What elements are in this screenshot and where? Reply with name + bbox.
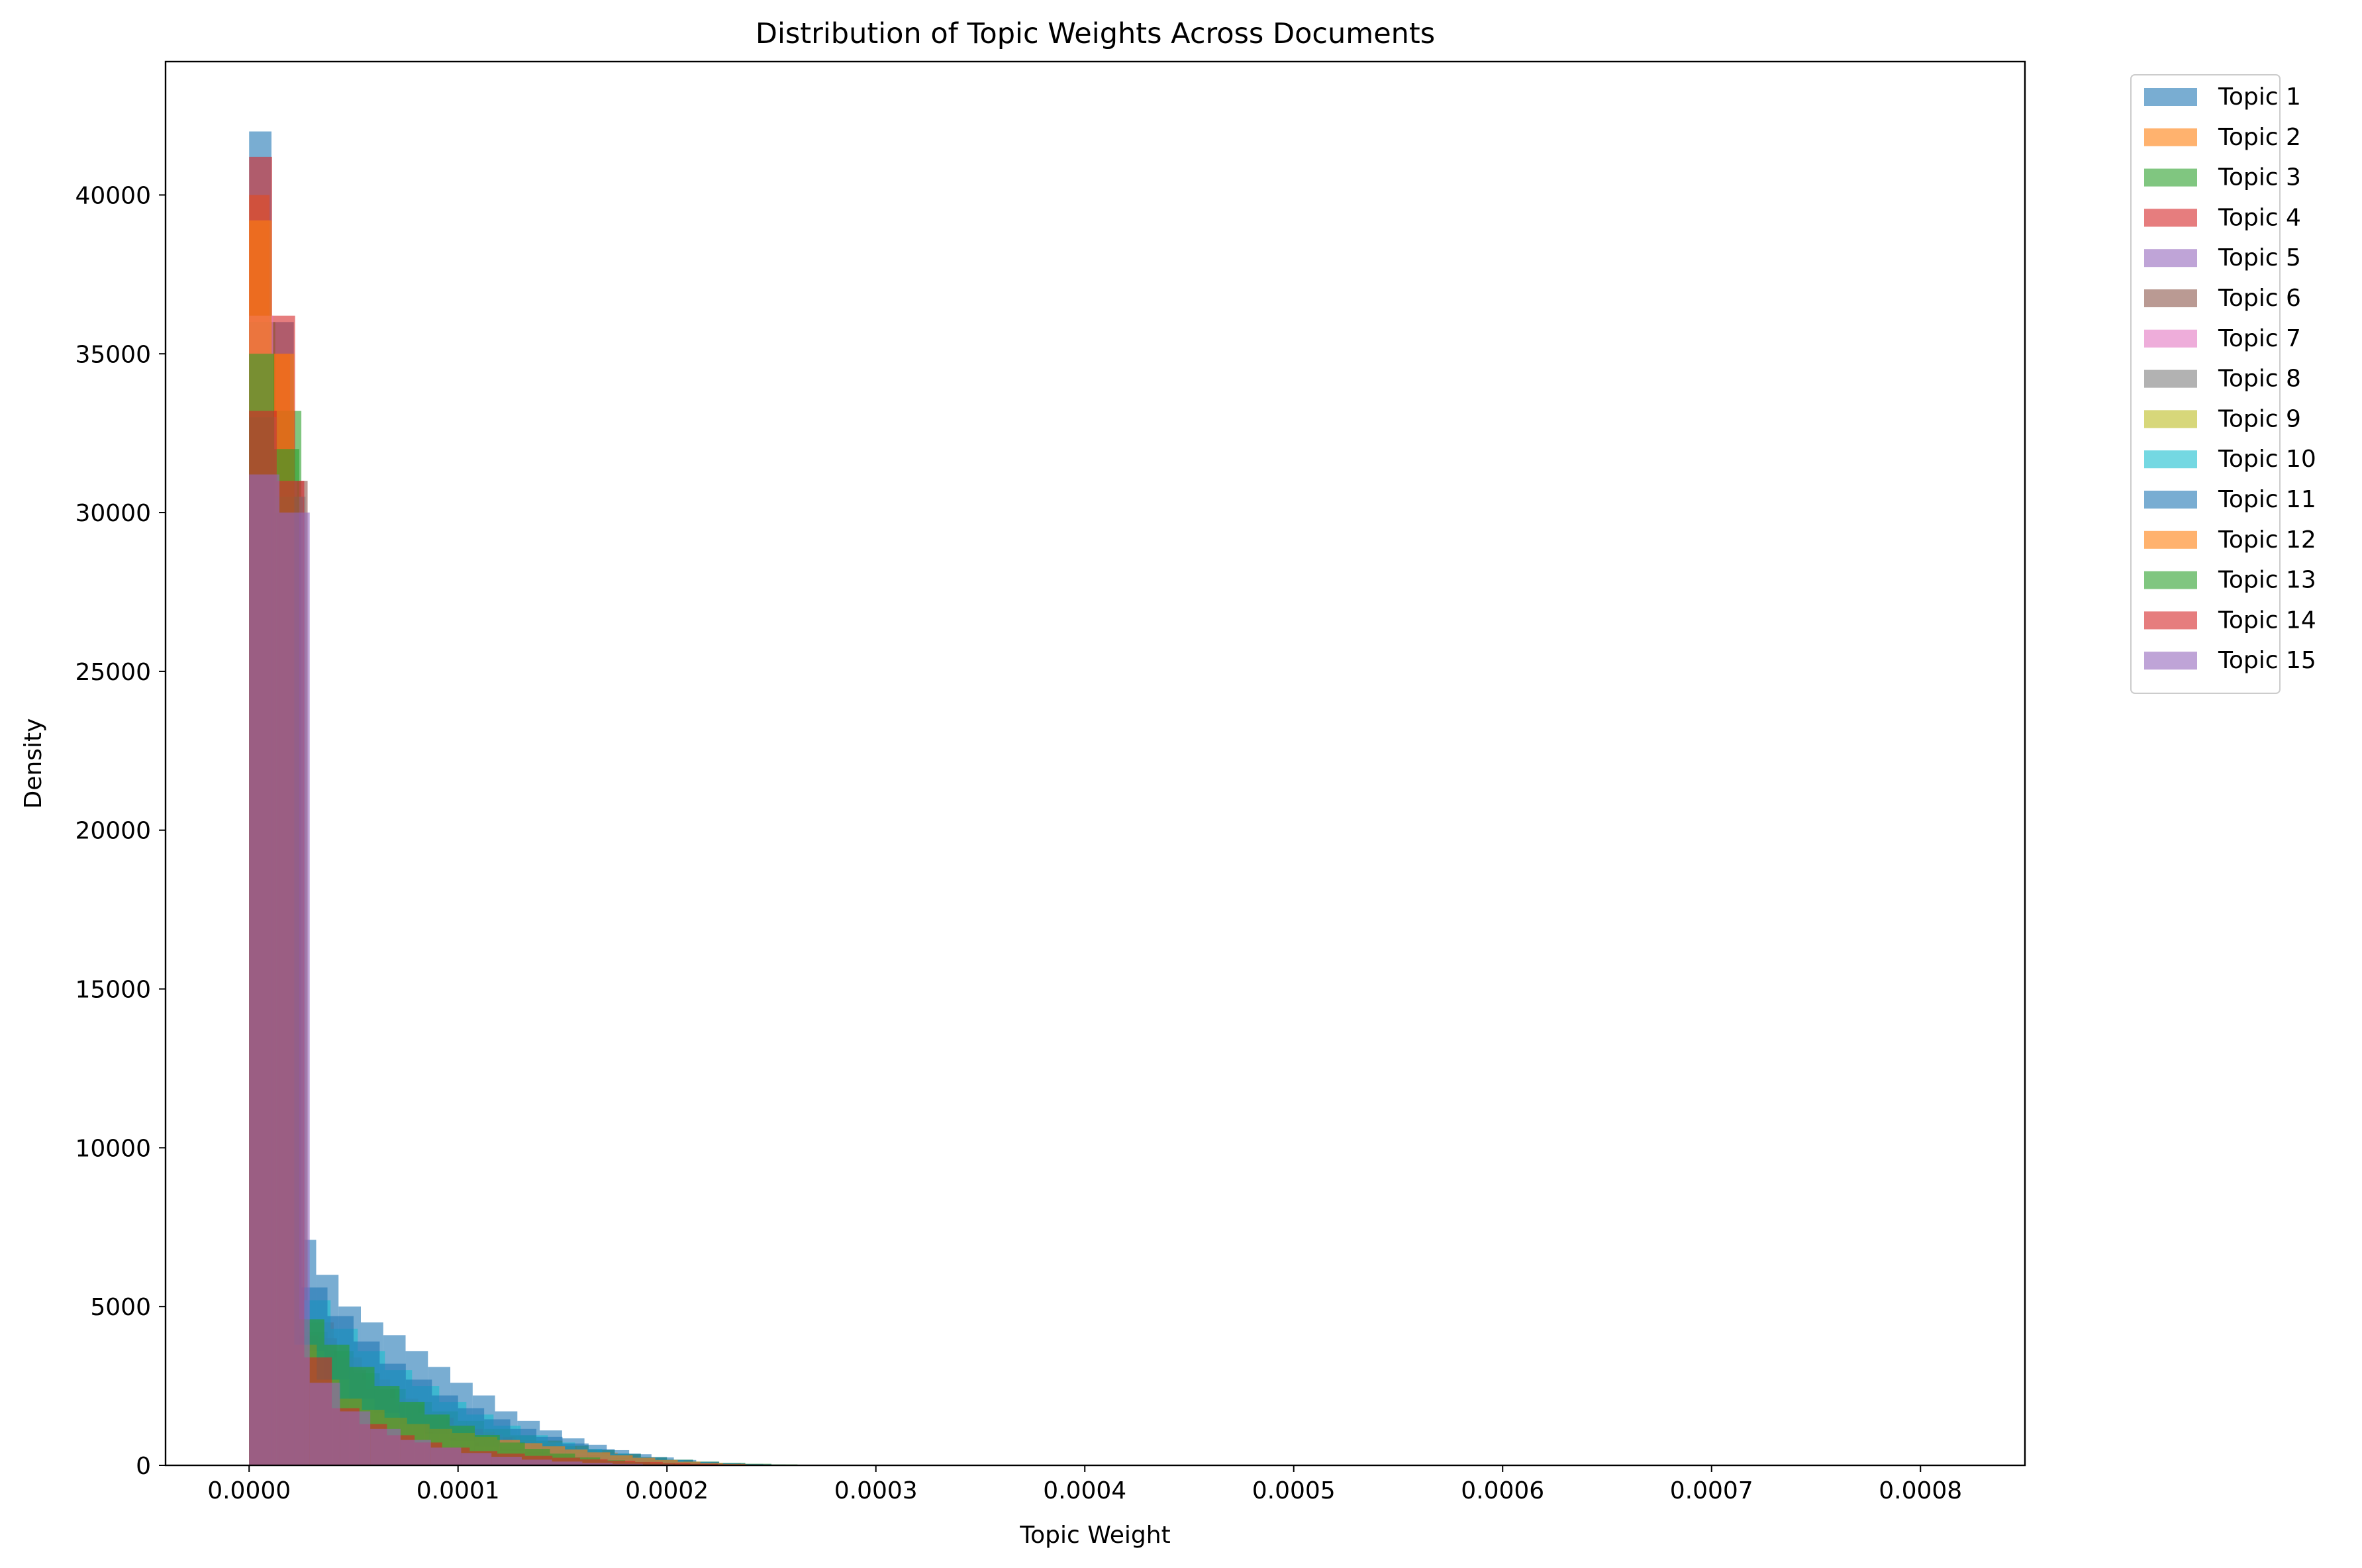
histogram-bar xyxy=(582,1463,613,1465)
legend-swatch xyxy=(2144,491,2197,509)
legend-label: Topic 2 xyxy=(2218,124,2301,151)
y-tick-label: 40000 xyxy=(75,182,151,209)
x-tick-label: 0.0004 xyxy=(1043,1477,1126,1504)
legend-label: Topic 14 xyxy=(2218,607,2316,634)
x-tick-label: 0.0006 xyxy=(1461,1477,1544,1504)
legend-swatch xyxy=(2144,88,2197,106)
legend-label: Topic 8 xyxy=(2218,366,2301,393)
legend-label: Topic 11 xyxy=(2218,486,2316,513)
legend: Topic 1 Topic 2 Topic 3 Topic 4 Topic 5 Topic… xyxy=(2130,74,2316,694)
y-tick-label: 30000 xyxy=(75,500,151,527)
legend-label: Topic 9 xyxy=(2218,405,2301,432)
y-tick-label: 25000 xyxy=(75,659,151,686)
legend-swatch xyxy=(2144,410,2197,428)
y-tick-label: 20000 xyxy=(75,818,151,845)
x-tick-label: 0.0007 xyxy=(1670,1477,1753,1504)
histogram-bars xyxy=(249,131,903,1466)
histogram-bar xyxy=(340,1411,371,1465)
legend-swatch xyxy=(2144,289,2197,307)
histogram-bar xyxy=(430,1447,462,1465)
x-tick-label: 0.0002 xyxy=(625,1477,709,1504)
x-tick-label: 0.0001 xyxy=(417,1477,500,1504)
x-tick-label: 0.0000 xyxy=(207,1477,291,1504)
legend-swatch xyxy=(2144,329,2197,348)
legend-swatch xyxy=(2144,450,2197,469)
histogram-bar xyxy=(491,1457,522,1465)
legend-swatch xyxy=(2144,128,2197,146)
histogram-bar xyxy=(632,1457,656,1465)
y-axis-title: Density xyxy=(20,718,47,809)
legend-swatch xyxy=(2144,571,2197,589)
x-tick-label: 0.0003 xyxy=(834,1477,918,1504)
histogram-bar xyxy=(552,1461,583,1465)
legend-swatch xyxy=(2144,168,2197,187)
y-tick-label: 35000 xyxy=(75,341,151,368)
legend-swatch xyxy=(2144,369,2197,388)
histogram-bar xyxy=(662,1463,691,1465)
histogram-bar xyxy=(309,1383,340,1465)
y-tick-label: 5000 xyxy=(90,1294,151,1321)
histogram-bar xyxy=(607,1461,636,1465)
plot-area-frame xyxy=(164,60,2026,1467)
legend-swatch xyxy=(2144,209,2197,227)
legend-label: Topic 13 xyxy=(2218,567,2316,594)
legend-swatch xyxy=(2144,652,2197,670)
legend-label: Topic 7 xyxy=(2218,325,2301,352)
histogram-bar xyxy=(279,513,310,1466)
y-axis: 0 5000 10000 15000 20000 25000 30000 35000 40000 xyxy=(75,182,166,1480)
x-axis-title: Topic Weight xyxy=(1019,1522,1170,1549)
legend-label: Topic 15 xyxy=(2218,647,2316,674)
legend-label: Topic 4 xyxy=(2218,204,2301,231)
y-tick-label: 10000 xyxy=(75,1135,151,1162)
legend-label: Topic 3 xyxy=(2218,164,2301,191)
legend-label: Topic 10 xyxy=(2218,446,2316,473)
histogram-bar xyxy=(521,1459,552,1465)
legend-label: Topic 6 xyxy=(2218,285,2301,312)
y-tick-label: 15000 xyxy=(75,977,151,1004)
legend-label: Topic 1 xyxy=(2218,83,2301,111)
histogram-bar xyxy=(461,1453,492,1465)
x-tick-label: 0.0005 xyxy=(1252,1477,1336,1504)
legend-swatch xyxy=(2144,249,2197,268)
histogram-bar xyxy=(655,1459,678,1465)
series-15 xyxy=(249,474,764,1466)
legend-swatch xyxy=(2144,611,2197,630)
y-tick-label: 0 xyxy=(136,1453,151,1480)
x-tick-label: 0.0008 xyxy=(1879,1477,1962,1504)
x-axis: 0.0000 0.0001 0.0002 0.0003 0.0004 0.0005 0.00… xyxy=(207,1465,1962,1504)
histogram-bar xyxy=(400,1440,431,1465)
legend-label: Topic 12 xyxy=(2218,526,2316,554)
histogram-bar xyxy=(370,1428,401,1465)
histogram-bar xyxy=(249,474,279,1465)
histogram-bar xyxy=(635,1461,663,1465)
legend-swatch xyxy=(2144,530,2197,549)
legend-label: Topic 5 xyxy=(2218,244,2301,271)
chart-title: Distribution of Topic Weights Across Doc… xyxy=(756,17,1435,50)
histogram-bar xyxy=(579,1459,608,1465)
